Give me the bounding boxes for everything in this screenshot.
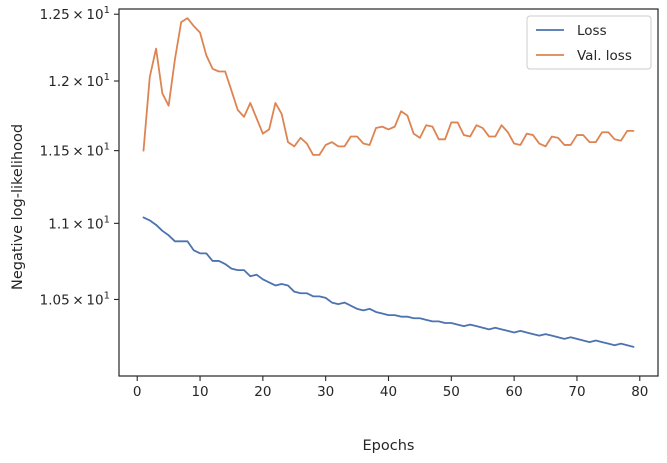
series-line-val-loss bbox=[142, 17, 635, 156]
x-axis-label: Epochs bbox=[363, 438, 415, 454]
x-tick-label: 60 bbox=[506, 384, 523, 400]
legend-label-val-loss: Val. loss bbox=[577, 48, 632, 64]
x-tick-label: 10 bbox=[191, 384, 208, 400]
legend: Loss Val. loss bbox=[526, 15, 652, 70]
y-tick-label: 1.1 × 101 bbox=[48, 214, 110, 232]
series-line-loss bbox=[142, 216, 635, 348]
x-tick-label: 30 bbox=[317, 384, 334, 400]
x-tick-label: 40 bbox=[380, 384, 397, 400]
y-tick-label: 1.2 × 101 bbox=[48, 72, 110, 90]
y-axis-label: Negative log-likelihood bbox=[10, 124, 26, 290]
x-tick-label: 70 bbox=[568, 384, 585, 400]
x-tick-label: 80 bbox=[631, 384, 648, 400]
x-tick-label: 0 bbox=[133, 384, 142, 400]
y-tick-label: 1.05 × 101 bbox=[40, 290, 110, 308]
series-layer bbox=[142, 17, 635, 348]
x-tick-label: 20 bbox=[254, 384, 271, 400]
x-axis-ticks: 0 10 20 30 40 50 60 70 80 bbox=[133, 376, 648, 400]
x-tick-label: 50 bbox=[443, 384, 460, 400]
y-axis-ticks: 1.05 × 101 1.1 × 101 1.15 × 101 1.2 × 101 1.… bbox=[40, 5, 119, 308]
y-tick-label: 1.25 × 101 bbox=[40, 5, 110, 23]
legend-label-loss: Loss bbox=[577, 23, 607, 39]
y-tick-label: 1.15 × 101 bbox=[40, 142, 110, 160]
